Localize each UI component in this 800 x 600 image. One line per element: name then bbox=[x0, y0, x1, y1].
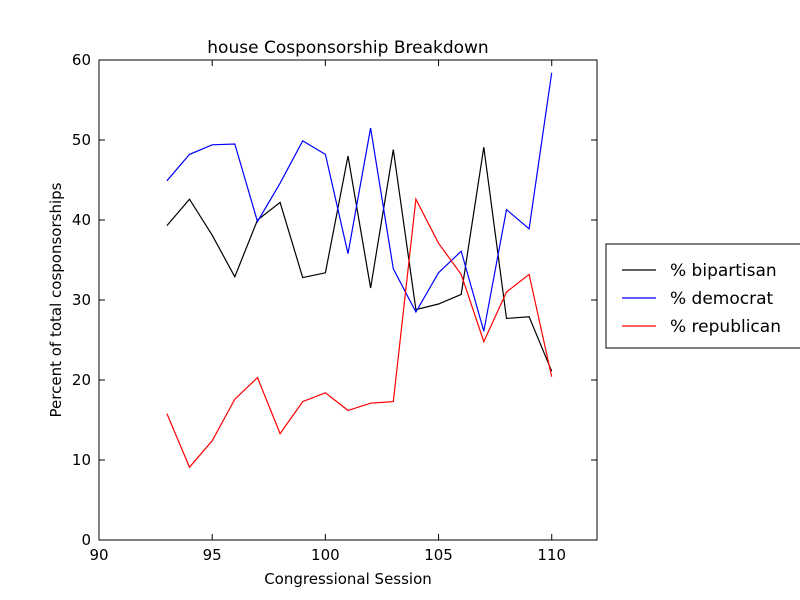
series-line-republican bbox=[166, 197, 553, 469]
legend-box bbox=[605, 243, 800, 349]
y-tick-label: 30 bbox=[72, 291, 91, 309]
x-tick-label: 110 bbox=[537, 546, 566, 564]
y-tick-label: 50 bbox=[72, 131, 91, 149]
tick-layer: 90 95 100 105 110 0 10 20 30 40 50 60 bbox=[72, 51, 597, 564]
x-tick-label: 90 bbox=[89, 546, 108, 564]
legend: % bipartisan % democrat % republican bbox=[605, 243, 800, 349]
y-axis-label: Percent of total cosponsorships bbox=[47, 182, 65, 417]
y-tick-label: 0 bbox=[81, 531, 91, 549]
legend-label: % bipartisan bbox=[670, 261, 777, 281]
legend-label: % republican bbox=[670, 317, 781, 337]
y-tick-label: 20 bbox=[72, 371, 91, 389]
x-tick-label: 105 bbox=[424, 546, 453, 564]
y-tick-label: 40 bbox=[72, 211, 91, 229]
y-tick-label: 10 bbox=[72, 451, 91, 469]
legend-label: % democrat bbox=[670, 289, 774, 309]
series-line-democrat bbox=[166, 72, 553, 332]
series-line-bipartisan bbox=[166, 147, 553, 372]
chart-title: house Cosponsorship Breakdown bbox=[207, 38, 488, 58]
x-tick-label: 100 bbox=[311, 546, 340, 564]
x-tick-label: 95 bbox=[203, 546, 222, 564]
plot-frame bbox=[98, 59, 598, 541]
series-layer bbox=[166, 72, 553, 469]
x-axis-label: Congressional Session bbox=[264, 570, 432, 588]
y-tick-label: 60 bbox=[72, 51, 91, 69]
